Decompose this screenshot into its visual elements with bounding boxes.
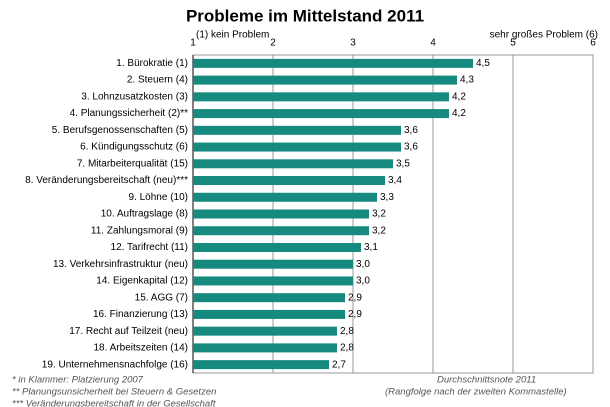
value-label: 3,0 — [356, 259, 370, 270]
source-note: Durchschnittsnote 2011 — [437, 375, 536, 386]
footnote: *** Veränderungsbereitschaft in der Gese… — [12, 399, 216, 407]
value-label: 2,8 — [340, 343, 354, 354]
category-label: 3. Lohnzusatzkosten (3) — [81, 91, 188, 102]
bar — [193, 192, 377, 202]
category-label: 13. Verkehrsinfrastruktur (neu) — [53, 259, 188, 270]
bar — [193, 109, 449, 119]
value-label: 3,0 — [356, 276, 370, 287]
category-label: 14. Eigenkapital (12) — [96, 276, 188, 287]
value-label: 3,2 — [372, 209, 386, 220]
bar — [193, 176, 385, 186]
source-note: (Rangfolge nach der zweiten Kommastelle) — [385, 387, 567, 398]
value-label: 3,5 — [396, 158, 410, 169]
category-label: 8. Veränderungsbereitschaft (neu)*** — [25, 175, 188, 186]
category-label: 6. Kündigungsschutz (6) — [80, 142, 188, 153]
bar — [193, 259, 353, 269]
category-label: 9. Löhne (10) — [129, 192, 189, 203]
bar — [193, 242, 361, 252]
value-label: 3,3 — [380, 192, 394, 203]
category-label: 5. Berufsgenossenschaften (5) — [52, 125, 188, 136]
category-label: 16. Finanzierung (13) — [93, 309, 188, 320]
bar — [193, 343, 337, 353]
category-label: 1. Bürokratie (1) — [116, 58, 188, 69]
x-tick-label: 5 — [510, 38, 516, 49]
value-label: 2,8 — [340, 326, 354, 337]
x-tick-label: 4 — [430, 38, 436, 49]
x-tick-label: 6 — [590, 38, 596, 49]
bar — [193, 125, 401, 135]
x-tick-label: 2 — [270, 38, 276, 49]
bar — [193, 309, 345, 319]
bar — [193, 226, 369, 236]
bar — [193, 58, 473, 68]
scale-left-label: (1) kein Problem — [196, 30, 269, 41]
bar — [193, 92, 449, 102]
category-label: 17. Recht auf Teilzeit (neu) — [69, 326, 188, 337]
bar — [193, 142, 401, 152]
category-label: 15. AGG (7) — [135, 292, 188, 303]
value-label: 4,3 — [460, 75, 474, 86]
value-label: 2,9 — [348, 292, 362, 303]
value-label: 3,6 — [404, 142, 418, 153]
value-label: 3,1 — [364, 242, 378, 253]
category-label: 19. Unternehmensnachfolge (16) — [42, 359, 188, 370]
bar — [193, 293, 345, 303]
category-label: 10. Auftragslage (8) — [101, 209, 188, 220]
category-label: 2. Steuern (4) — [127, 75, 188, 86]
x-tick-label: 1 — [190, 38, 196, 49]
footnote: ** Planungsunsicherheit bei Steuern & Ge… — [12, 387, 216, 398]
bar — [193, 360, 329, 370]
value-label: 2,9 — [348, 309, 362, 320]
category-label: 4. Planungssicherheit (2)** — [70, 108, 189, 119]
value-label: 4,5 — [476, 58, 490, 69]
bar — [193, 209, 369, 219]
bar — [193, 159, 393, 169]
x-tick-label: 3 — [350, 38, 356, 49]
category-label: 12. Tarifrecht (11) — [111, 242, 188, 253]
value-label: 3,2 — [372, 225, 386, 236]
value-label: 2,7 — [332, 359, 346, 370]
scale-right-label: sehr großes Problem (6) — [490, 30, 598, 41]
value-label: 3,4 — [388, 175, 402, 186]
category-label: 18. Arbeitszeiten (14) — [94, 343, 189, 354]
bar — [193, 75, 457, 85]
value-label: 3,6 — [404, 125, 418, 136]
category-label: 7. Mitarbeiterqualität (15) — [77, 158, 188, 169]
bar — [193, 276, 353, 286]
bar — [193, 326, 337, 336]
value-label: 4,2 — [452, 108, 466, 119]
category-label: 11. Zahlungsmoral (9) — [91, 225, 188, 236]
footnote: * in Klammer: Platzierung 2007 — [12, 375, 144, 386]
chart-title: Probleme im Mittelstand 2011 — [186, 6, 424, 25]
value-label: 4,2 — [452, 91, 466, 102]
